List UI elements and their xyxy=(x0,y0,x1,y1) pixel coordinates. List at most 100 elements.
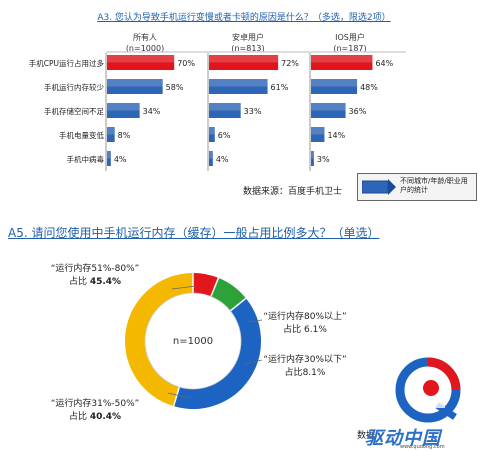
bar-label-1-0: 72% xyxy=(281,59,299,68)
series-sample-0: (n=1000) xyxy=(125,44,165,53)
bar-label-0-0: 70% xyxy=(177,59,195,68)
bar-2-0 xyxy=(311,55,373,70)
donut-sep-3 xyxy=(229,297,247,312)
slice-label-3: “运行内存31%-50%” 占比 40.4% xyxy=(30,398,160,424)
leader-line-1 xyxy=(247,319,263,323)
donut-slice-2 xyxy=(210,277,246,312)
bar-label-2-4: 3% xyxy=(317,155,330,164)
bar-shine-0-2 xyxy=(107,103,140,111)
col-head-0: 所有人 (n=1000) xyxy=(105,32,185,54)
bar-shine-1-2 xyxy=(209,103,241,111)
legend-box: 不同城市/年龄/职业用户的统计 xyxy=(357,173,477,201)
donut-sep-0 xyxy=(172,386,181,407)
bar-1-2 xyxy=(209,103,241,118)
slice-label-0-share: 45.4% xyxy=(89,277,122,287)
bar-shine-1-0 xyxy=(209,55,279,63)
bar-shine-2-1 xyxy=(311,79,358,87)
bar-shine-2-3 xyxy=(311,127,325,135)
slice-label-0-share-label: 占比 xyxy=(68,277,87,287)
bar-shine-1-4 xyxy=(209,151,213,159)
legend-arrow-icon xyxy=(362,179,396,195)
bar-label-1-2: 33% xyxy=(244,107,262,116)
category-label-3: 手机电量变低 xyxy=(59,131,104,140)
slice-label-0-name: “运行内存51%-80%” xyxy=(50,264,140,274)
bar-2-1 xyxy=(311,79,358,94)
bar-label-2-3: 14% xyxy=(327,131,345,140)
watermark-url: www.qudong.com xyxy=(400,444,445,450)
donut-chart-title: A5. 请问您使用中手机运行内存（缓存）一般占用比例多大？（单选） xyxy=(8,226,380,240)
series-name-0: 所有人 xyxy=(133,33,157,42)
bar-label-0-3: 8% xyxy=(118,131,131,140)
bar-label-0-2: 34% xyxy=(143,107,161,116)
bar-shine-2-2 xyxy=(311,103,346,111)
watermark-logo-icon xyxy=(395,357,461,423)
category-label-0: 手机CPU运行占用过多 xyxy=(28,59,104,68)
bar-shine-2-4 xyxy=(311,151,314,159)
category-label-1: 手机运行内存较少 xyxy=(44,83,104,92)
bar-0-2 xyxy=(107,103,140,118)
bar-chart-source: 数据来源：百度手机卫士 xyxy=(243,187,343,197)
slice-label-3-share-label: 占比 xyxy=(68,412,87,422)
bar-label-0-4: 4% xyxy=(114,155,127,164)
category-label-4: 手机中病毒 xyxy=(66,155,105,164)
bar-2-2 xyxy=(311,103,346,118)
slice-label-2: “运行内存30%以下” 占比8.1% xyxy=(250,354,360,380)
bar-1-4 xyxy=(209,151,213,166)
slice-label-0: “运行内存51%-80%” 占比 45.4% xyxy=(30,263,160,289)
bar-1-3 xyxy=(209,127,215,142)
col-head-2: IOS用户 (n=187) xyxy=(310,32,390,54)
bar-label-1-3: 6% xyxy=(218,131,231,140)
bar-label-1-4: 4% xyxy=(216,155,229,164)
bar-shine-0-0 xyxy=(107,55,175,63)
category-label-2: 手机存储空间不足 xyxy=(44,107,104,116)
bar-label-1-1: 61% xyxy=(271,83,289,92)
bar-shine-1-1 xyxy=(209,79,268,87)
slice-label-2-name: “运行内存30%以下” xyxy=(263,355,347,365)
bar-shine-2-0 xyxy=(311,55,373,63)
bar-shine-0-4 xyxy=(107,151,111,159)
slice-label-3-name: “运行内存31%-50%” xyxy=(50,399,140,409)
slice-label-2-share: 8.1% xyxy=(302,368,326,378)
series-name-1: 安卓用户 xyxy=(232,33,264,42)
bar-shine-1-3 xyxy=(209,127,215,135)
bar-0-4 xyxy=(107,151,111,166)
series-sample-2: (n=187) xyxy=(333,44,367,53)
series-sample-1: (n=813) xyxy=(231,44,265,53)
leader-line-0 xyxy=(171,285,197,290)
bar-1-0 xyxy=(209,55,279,70)
col-head-1: 安卓用户 (n=813) xyxy=(208,32,288,54)
series-name-2: IOS用户 xyxy=(335,33,365,42)
slice-label-3-share: 40.4% xyxy=(89,412,122,422)
bar-shine-0-1 xyxy=(107,79,163,87)
bar-label-2-1: 48% xyxy=(360,83,378,92)
bar-0-1 xyxy=(107,79,163,94)
donut-sep-2 xyxy=(210,277,220,297)
donut-center-label: n=1000 xyxy=(172,336,214,347)
slice-label-2-share-label: 占比 xyxy=(284,368,303,378)
watermark-text: 驱动中国 xyxy=(365,428,441,449)
bar-2-4 xyxy=(311,151,314,166)
donut-slice-0 xyxy=(125,273,194,407)
bar-0-3 xyxy=(107,127,115,142)
slice-label-1-share-label: 占比 xyxy=(283,325,302,335)
bar-label-0-1: 58% xyxy=(166,83,184,92)
bar-label-2-2: 36% xyxy=(349,107,367,116)
donut-source-partial: 数据 xyxy=(357,431,376,441)
donut-slice-1 xyxy=(192,273,219,297)
legend-text: 不同城市/年龄/职业用户的统计 xyxy=(400,177,468,194)
bar-shine-0-3 xyxy=(107,127,115,135)
bar-chart-title: A3. 您认为导致手机运行变慢或者卡顿的原因是什么？（多选，限选2项） xyxy=(97,13,391,23)
donut-inner-ring xyxy=(144,292,242,390)
bar-1-1 xyxy=(209,79,268,94)
bar-0-0 xyxy=(107,55,175,70)
leader-line-2 xyxy=(244,359,263,365)
slice-label-1-name: “运行内存80%以上” xyxy=(263,312,347,322)
bar-2-3 xyxy=(311,127,325,142)
slice-label-1-share: 6.1% xyxy=(304,325,327,335)
bar-label-2-0: 64% xyxy=(375,59,393,68)
slice-label-1: “运行内存80%以上” 占比 6.1% xyxy=(250,311,360,337)
donut-slice-3 xyxy=(173,298,261,409)
leader-line-3 xyxy=(167,392,191,399)
bar-chart: 70% 58% 34% 8% 4% 72% 61% 33% 6% 4% 64% 48% 36% 14% 3% xyxy=(105,51,406,171)
